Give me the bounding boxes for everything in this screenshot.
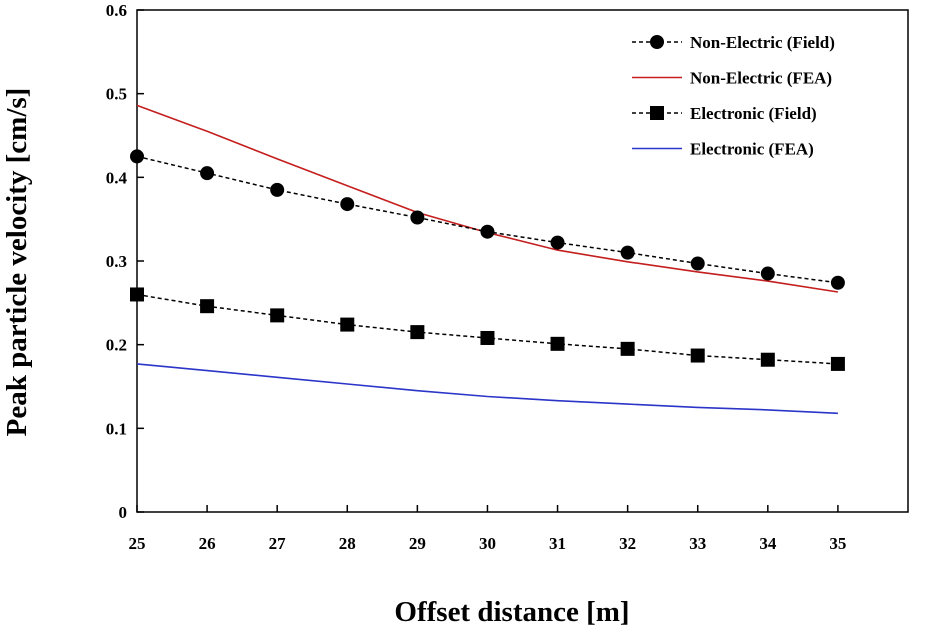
series-electronic-field — [130, 287, 845, 371]
series-line — [136, 363, 838, 415]
x-tick-label: 28 — [339, 534, 356, 553]
data-point — [340, 317, 355, 332]
x-tick-label: 32 — [619, 534, 636, 553]
legend-label: Non-Electric (FEA) — [690, 69, 832, 88]
legend-item: Electronic (Field) — [632, 104, 817, 123]
data-point — [550, 336, 565, 351]
data-point — [200, 299, 215, 314]
x-tick-label: 31 — [549, 534, 566, 553]
legend-item: Non-Electric (Field) — [632, 33, 835, 52]
x-tick-label: 27 — [269, 534, 287, 553]
y-tick-label: 0.3 — [106, 252, 127, 271]
data-point — [690, 348, 705, 363]
series-layer — [130, 104, 845, 415]
legend-marker — [650, 35, 664, 49]
legend-item: Electronic (FEA) — [632, 140, 814, 159]
data-point — [480, 330, 495, 345]
data-point — [620, 341, 635, 356]
data-point — [480, 224, 495, 239]
data-point — [410, 210, 425, 225]
data-point — [340, 197, 355, 212]
y-tick-label: 0 — [119, 503, 128, 522]
series-non-electric-field — [130, 149, 845, 290]
legend-label: Non-Electric (Field) — [690, 33, 835, 52]
series-line — [136, 155, 838, 284]
axes-layer: 0 0.1 0.2 0.3 0.4 0.5 0.6 25 26 27 28 29 30 31 32 33 34 3… — [106, 1, 909, 553]
data-point — [830, 356, 845, 371]
x-tick-label: 26 — [199, 534, 216, 553]
y-tick-label: 0.6 — [106, 1, 127, 20]
series-line — [136, 293, 838, 365]
x-tick-label: 33 — [689, 534, 706, 553]
y-axis-title: Peak particle velocity [cm/s] — [1, 88, 33, 437]
data-point — [270, 182, 285, 197]
data-point — [620, 245, 635, 260]
legend-item: Non-Electric (FEA) — [632, 69, 832, 88]
x-tick-label: 25 — [129, 534, 146, 553]
data-point — [130, 149, 144, 164]
data-point — [200, 166, 215, 181]
data-point — [830, 275, 845, 290]
y-tick-label: 0.4 — [106, 168, 128, 187]
data-point — [550, 235, 565, 250]
data-point — [690, 256, 705, 271]
legend: Non-Electric (Field) Non-Electric (FEA) El… — [632, 33, 835, 159]
x-axis-title: Offset distance [m] — [394, 596, 629, 628]
legend-label: Electronic (FEA) — [690, 140, 814, 159]
series-electronic-fea — [136, 363, 838, 415]
legend-marker — [650, 106, 664, 120]
data-point — [410, 325, 425, 340]
data-point — [760, 266, 775, 281]
series-non-electric-fea — [136, 104, 839, 293]
x-tick-label: 34 — [759, 534, 777, 553]
legend-label: Electronic (Field) — [690, 104, 817, 123]
y-tick-label: 0.2 — [106, 336, 127, 355]
x-tick-label: 35 — [829, 534, 846, 553]
series-line — [136, 104, 839, 293]
data-point — [130, 287, 144, 302]
y-tick-label: 0.5 — [106, 85, 127, 104]
y-tick-label: 0.1 — [106, 419, 127, 438]
x-tick-label: 29 — [409, 534, 426, 553]
x-tick-label: 30 — [479, 534, 496, 553]
data-point — [270, 308, 285, 323]
data-point — [760, 352, 775, 367]
